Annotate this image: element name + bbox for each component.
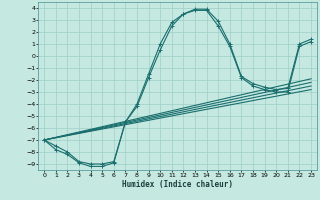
X-axis label: Humidex (Indice chaleur): Humidex (Indice chaleur) [122,180,233,189]
